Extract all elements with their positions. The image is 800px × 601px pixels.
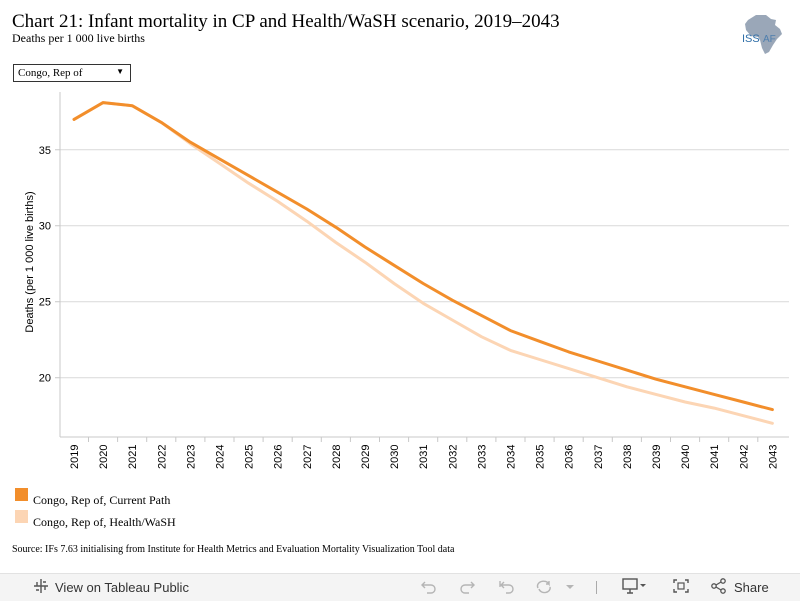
x-tick-label-2028: 2028 xyxy=(331,445,343,469)
x-tick-label-2033: 2033 xyxy=(476,445,488,469)
refresh-icon xyxy=(535,578,553,597)
x-tick-label-2035: 2035 xyxy=(535,445,547,469)
country-dropdown-value: Congo, Rep of xyxy=(18,67,83,79)
fullscreen-icon xyxy=(672,578,690,597)
legend-swatch-current-path xyxy=(15,488,28,501)
chevron-down-icon xyxy=(565,580,575,595)
y-axis-label: Deaths (per 1 000 live births) xyxy=(24,191,36,332)
fullscreen-button[interactable] xyxy=(672,574,690,601)
y-tick-label-35: 35 xyxy=(39,145,51,157)
y-tick-label-25: 25 xyxy=(39,297,51,309)
x-tick-label-2040: 2040 xyxy=(680,445,692,469)
pause-dropdown-button[interactable] xyxy=(565,574,575,601)
chart-subtitle: Deaths per 1 000 live births xyxy=(12,31,145,45)
x-tick-label-2031: 2031 xyxy=(418,445,430,469)
y-tick-label-30: 30 xyxy=(39,221,51,233)
source-note: Source: IFs 7.63 initialising from Insti… xyxy=(12,544,455,555)
x-tick-label-2039: 2039 xyxy=(651,445,663,469)
x-tick-label-2038: 2038 xyxy=(622,445,634,469)
series-line-health-wash xyxy=(72,101,774,425)
logo-suffix: AF xyxy=(763,34,776,45)
x-tick-label-2041: 2041 xyxy=(709,445,721,469)
x-tick-labels: 2019 2020 2021 2022 2023 2024 2025 2026 2027 2028… xyxy=(69,445,779,469)
series-lines xyxy=(72,101,774,425)
series-line-current-path xyxy=(72,101,774,412)
line-chart: 20 25 30 35 2019 2020 2021 2022 2023 2024 2025 202… xyxy=(0,84,800,474)
y-tick-labels: 20 25 30 35 xyxy=(39,145,51,385)
undo-icon xyxy=(420,578,438,597)
x-tick-label-2027: 2027 xyxy=(302,445,314,469)
x-tick-label-2020: 2020 xyxy=(98,445,110,469)
refresh-button[interactable] xyxy=(535,574,553,601)
x-tick-label-2034: 2034 xyxy=(506,445,518,469)
redo-icon xyxy=(458,578,476,597)
view-on-tableau-public-link[interactable]: View on Tableau Public xyxy=(33,574,189,601)
x-tick-label-2023: 2023 xyxy=(185,445,197,469)
download-icon xyxy=(622,578,648,597)
logo-text: ISS xyxy=(742,33,760,45)
revert-button[interactable] xyxy=(498,574,516,601)
share-icon xyxy=(710,578,728,597)
chevron-down-icon: ▼ xyxy=(116,67,124,76)
x-tick-label-2042: 2042 xyxy=(738,445,750,469)
country-dropdown[interactable]: Congo, Rep of ▼ xyxy=(13,64,131,82)
x-tick-label-2043: 2043 xyxy=(767,445,779,469)
download-button[interactable] xyxy=(622,574,648,601)
share-label: Share xyxy=(734,580,769,595)
x-tick-label-2037: 2037 xyxy=(593,445,605,469)
view-on-tableau-label: View on Tableau Public xyxy=(55,580,189,595)
x-tick-label-2026: 2026 xyxy=(273,445,285,469)
x-tick-label-2021: 2021 xyxy=(127,445,139,469)
x-tick-label-2022: 2022 xyxy=(156,445,168,469)
revert-icon xyxy=(498,578,516,597)
x-tick-label-2030: 2030 xyxy=(389,445,401,469)
x-tick-label-2025: 2025 xyxy=(244,445,256,469)
toolbar-divider xyxy=(596,581,597,594)
x-tick-label-2036: 2036 xyxy=(564,445,576,469)
legend-swatch-health-wash xyxy=(15,510,28,523)
x-tick-label-2019: 2019 xyxy=(69,445,81,469)
africa-map-icon xyxy=(745,15,782,54)
share-button[interactable]: Share xyxy=(710,574,769,601)
undo-button[interactable] xyxy=(420,574,438,601)
legend-label-health-wash: Congo, Rep of, Health/WaSH xyxy=(33,515,176,529)
gridlines xyxy=(55,149,789,442)
legend-label-current-path: Congo, Rep of, Current Path xyxy=(33,493,171,507)
iss-logo: ISS AF xyxy=(740,12,790,56)
x-tick-label-2024: 2024 xyxy=(215,445,227,469)
redo-button[interactable] xyxy=(458,574,476,601)
y-tick-label-20: 20 xyxy=(39,373,51,385)
tableau-toolbar: View on Tableau Public xyxy=(0,573,800,601)
tableau-icon xyxy=(33,578,49,597)
x-tick-label-2029: 2029 xyxy=(360,445,372,469)
x-tick-label-2032: 2032 xyxy=(447,445,459,469)
chart-title: Chart 21: Infant mortality in CP and Hea… xyxy=(12,11,560,32)
